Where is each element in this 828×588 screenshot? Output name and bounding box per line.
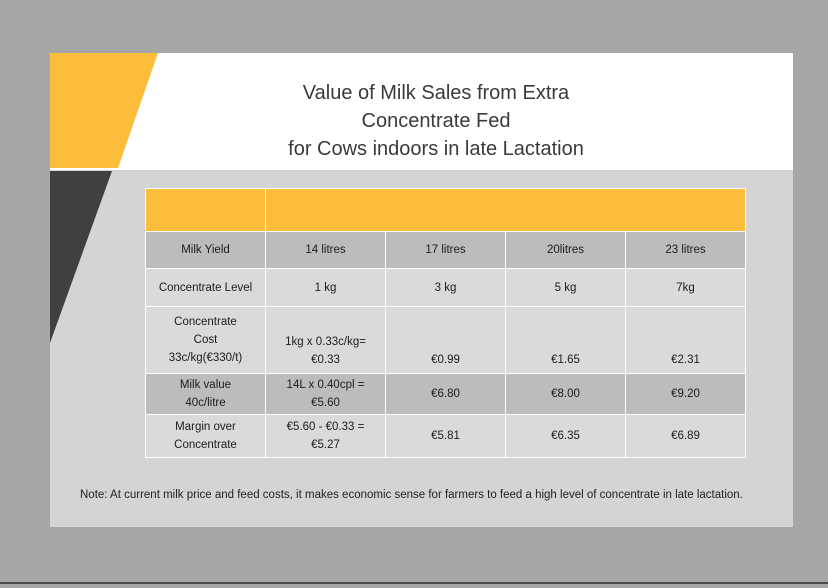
value-cell-text: 7kg: [676, 281, 695, 294]
table-row: Margin over Concentrate €5.60 - €0.33 = €5.…: [145, 414, 746, 458]
value-cell-text: 1 kg: [314, 281, 337, 294]
table-row: Concentrate Cost 33c/kg(€330/t) 1kg x 0.33c…: [145, 306, 746, 374]
value-cell: 3 kg: [385, 268, 506, 307]
decorative-shapes: [50, 53, 158, 343]
table-row: Milk value 40c/litre 14L x 0.40cpl = €5.60 €…: [145, 373, 746, 415]
row-label-cell-text: Concentrate: [174, 316, 237, 328]
row-label-cell: Milk value 40c/litre: [145, 373, 266, 415]
data-table: Milk Yield 14 litres 17 litres 20litres 23 l…: [145, 188, 746, 458]
title-line-1: Value of Milk Sales from Extra: [302, 82, 570, 104]
value-cell: 5 kg: [505, 268, 626, 307]
value-cell-text: 14L x 0.40cpl =: [286, 379, 365, 391]
value-cell-text: 3 kg: [434, 281, 457, 294]
value-cell: €6.80: [385, 373, 506, 415]
value-cell-text: 20litres: [546, 244, 585, 256]
value-cell: €6.35: [505, 414, 626, 458]
row-label-cell-text: Milk Yield: [181, 244, 230, 256]
value-cell-text: €6.80: [431, 388, 460, 400]
value-cell-text: €6.89: [671, 430, 700, 442]
row-label-cell: Concentrate Level: [145, 268, 266, 307]
value-cell-text: €9.20: [671, 388, 700, 400]
row-label-cell-text: Concentrate: [174, 439, 237, 451]
row-label-cell: Milk Yield: [145, 231, 266, 269]
value-cell: €9.20: [625, 373, 746, 415]
value-cell: €5.81: [385, 414, 506, 458]
bottom-border-line: [0, 582, 828, 584]
value-cell-text: €0.33: [311, 354, 340, 366]
value-cell: €1.65: [505, 306, 626, 374]
table-row: Milk Yield 14 litres 17 litres 20litres 23 l…: [145, 231, 746, 269]
title-line-3: for Cows indoors in late Lactation: [288, 138, 584, 160]
value-cell-text: €2.31: [671, 354, 700, 366]
dark-triangle: [50, 171, 112, 343]
title-line-2: Concentrate Fed: [361, 110, 511, 132]
header-span-cell: [265, 188, 746, 232]
value-cell-text: 1kg x 0.33c/kg=: [285, 336, 366, 348]
value-cell-text: €5.27: [311, 439, 340, 451]
slide: Value of Milk Sales from Extra Concentra…: [50, 53, 793, 527]
header-label-cell: [145, 188, 266, 232]
note-text: Note: At current milk price and feed cos…: [80, 489, 743, 501]
row-label-cell: Margin over Concentrate: [145, 414, 266, 458]
value-cell: €5.60 - €0.33 = €5.27: [265, 414, 386, 458]
row-label-cell-text: Cost: [193, 334, 218, 346]
value-cell: €6.89: [625, 414, 746, 458]
row-label-cell-text: Margin over: [175, 421, 236, 433]
value-cell-text: €0.99: [431, 354, 460, 366]
row-label-cell-text: Milk value: [179, 379, 232, 391]
value-cell: 7kg: [625, 268, 746, 307]
yellow-parallelogram: [50, 53, 158, 168]
row-label-cell-text: Concentrate Level: [158, 281, 253, 294]
row-label-cell-text: 40c/litre: [185, 397, 226, 409]
value-cell-text: 14 litres: [305, 244, 346, 256]
row-label-cell: Concentrate Cost 33c/kg(€330/t): [145, 306, 266, 374]
row-label-cell-text: 33c/kg(€330/t): [168, 352, 243, 364]
value-cell-text: €8.00: [551, 388, 580, 400]
value-cell: 17 litres: [385, 231, 506, 269]
value-cell: 1 kg: [265, 268, 386, 307]
value-cell-text: €5.60: [311, 397, 340, 409]
value-cell: 14L x 0.40cpl = €5.60: [265, 373, 386, 415]
value-cell: 1kg x 0.33c/kg= €0.33: [265, 306, 386, 374]
value-cell: €0.99: [385, 306, 506, 374]
value-cell: 14 litres: [265, 231, 386, 269]
value-cell: €2.31: [625, 306, 746, 374]
table-row: Concentrate Level 1 kg 3 kg 5 kg 7kg: [145, 268, 746, 307]
value-cell-text: €5.81: [431, 430, 460, 442]
table-header-row: [145, 188, 746, 232]
value-cell: €8.00: [505, 373, 626, 415]
value-cell-text: €5.60 - €0.33 =: [286, 421, 365, 433]
value-cell-text: 17 litres: [425, 244, 466, 256]
slide-title: Value of Milk Sales from Extra Concentra…: [230, 79, 642, 163]
value-cell: 23 litres: [625, 231, 746, 269]
value-cell-text: 23 litres: [665, 244, 706, 256]
value-cell-text: 5 kg: [554, 281, 577, 294]
value-cell-text: €1.65: [551, 354, 580, 366]
value-cell: 20litres: [505, 231, 626, 269]
value-cell-text: €6.35: [551, 430, 580, 442]
title-band: [50, 53, 793, 170]
